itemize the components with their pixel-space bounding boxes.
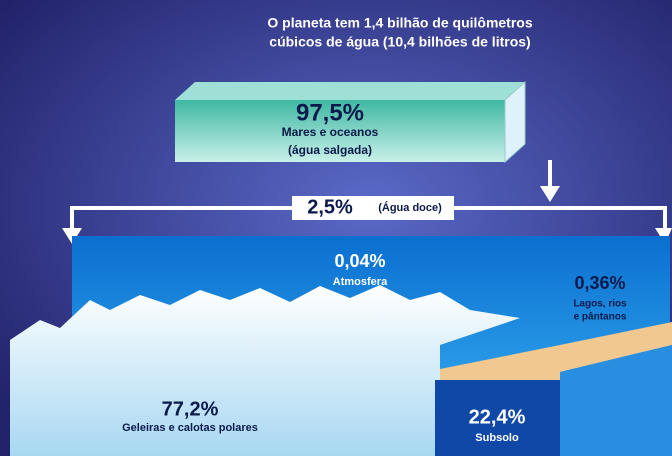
header-line: cúbicos de água (10,4 bilhões de litros) [269, 34, 530, 50]
salt-label: Mares e oceanos [282, 125, 379, 139]
header-line: O planeta tem 1,4 bilhão de quilômetros [267, 15, 532, 31]
glacier-percent: 77,2% [162, 398, 219, 420]
fresh-percent: 2,5% [307, 196, 353, 218]
subsoil-percent: 22,4% [469, 406, 526, 428]
lakes-percent: 0,36% [574, 273, 625, 293]
fresh-label: (Água doce) [378, 201, 442, 214]
salt-label: (água salgada) [288, 143, 372, 157]
glacier-label: Geleiras e calotas polares [122, 422, 258, 434]
subsoil-label: Subsolo [475, 432, 519, 444]
atmosphere-percent: 0,04% [334, 251, 385, 271]
lakes-label: e pântanos [574, 312, 627, 323]
infographic: O planeta tem 1,4 bilhão de quilômetros … [0, 0, 672, 456]
slab-top [175, 82, 525, 100]
lakes-label: Lagos, rios [573, 299, 627, 310]
salt-percent: 97,5% [296, 99, 364, 126]
